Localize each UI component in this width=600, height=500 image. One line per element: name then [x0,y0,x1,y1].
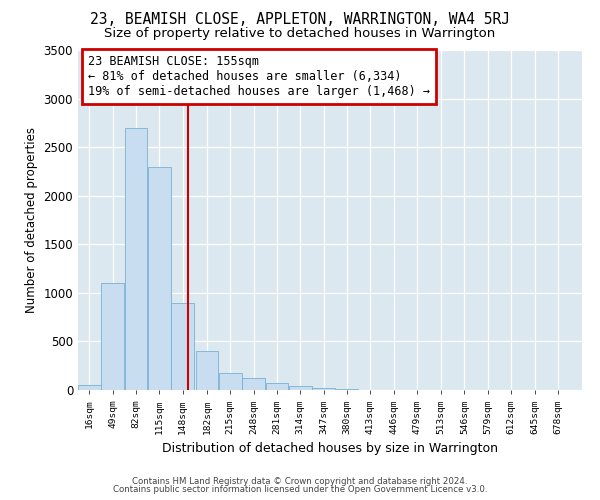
Bar [78,385,101,390]
Bar [313,388,335,390]
Text: Contains public sector information licensed under the Open Government Licence v3: Contains public sector information licen… [113,485,487,494]
X-axis label: Distribution of detached houses by size in Warrington: Distribution of detached houses by size … [162,442,498,455]
Bar [289,386,311,390]
Text: Size of property relative to detached houses in Warrington: Size of property relative to detached ho… [104,28,496,40]
Bar [172,302,194,390]
Text: Contains HM Land Registry data © Crown copyright and database right 2024.: Contains HM Land Registry data © Crown c… [132,477,468,486]
Y-axis label: Number of detached properties: Number of detached properties [25,127,38,313]
Bar [196,351,218,390]
Bar [219,372,242,390]
Text: 23, BEAMISH CLOSE, APPLETON, WARRINGTON, WA4 5RJ: 23, BEAMISH CLOSE, APPLETON, WARRINGTON,… [90,12,510,28]
Bar [266,383,288,390]
Bar [148,166,171,390]
Bar [242,378,265,390]
Bar [101,283,124,390]
Bar [125,128,148,390]
Bar [335,389,358,390]
Text: 23 BEAMISH CLOSE: 155sqm
← 81% of detached houses are smaller (6,334)
19% of sem: 23 BEAMISH CLOSE: 155sqm ← 81% of detach… [88,55,430,98]
